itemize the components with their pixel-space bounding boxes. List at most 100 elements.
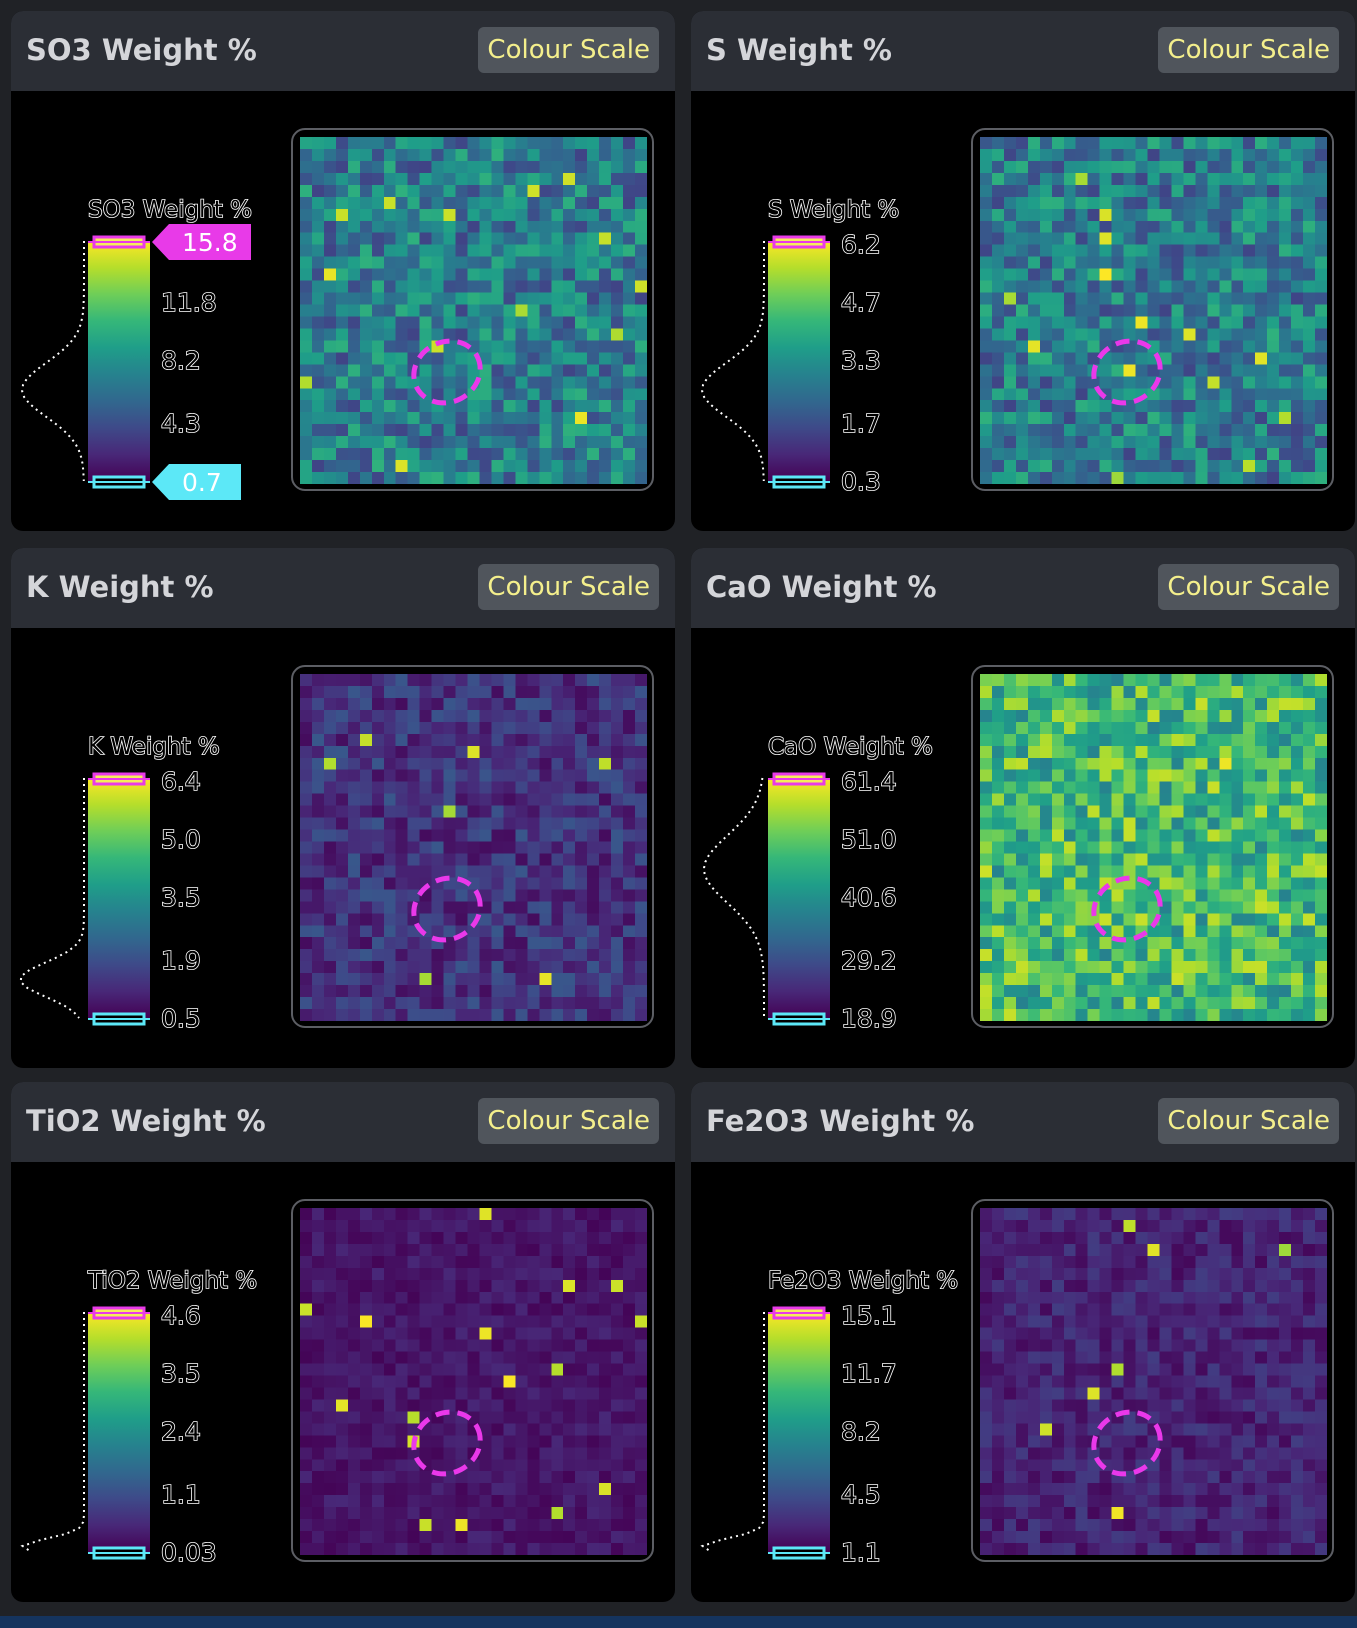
max-value-tag: 15.8: [152, 224, 251, 260]
colour-scale-legend[interactable]: Fe2O3 Weight % 15.1 11.7 8.2 4.5 1.1: [691, 1162, 971, 1602]
panel-header: CaO Weight % Colour Scale: [691, 548, 1355, 628]
colour-scale-legend[interactable]: K Weight % 6.4 5.0 3.5 1.9 0.5: [11, 628, 291, 1068]
element-map-image: [980, 674, 1327, 1021]
histogram-outline: [21, 241, 85, 482]
colour-bar: [88, 1312, 150, 1552]
max-range-handle[interactable]: [768, 1306, 830, 1320]
colour-scale-button[interactable]: Colour Scale: [478, 564, 659, 610]
colour-scale-title: CaO Weight %: [768, 734, 933, 760]
panel-header: Fe2O3 Weight % Colour Scale: [691, 1082, 1355, 1162]
colour-scale-button[interactable]: Colour Scale: [1158, 27, 1339, 73]
element-map[interactable]: [291, 665, 654, 1028]
colour-scale-tick-label: 8.2: [841, 1417, 881, 1446]
panel-title: TiO2 Weight %: [26, 1104, 266, 1138]
colour-bar: [768, 1312, 830, 1552]
panel-title: Fe2O3 Weight %: [706, 1104, 975, 1138]
element-map-image: [300, 674, 647, 1021]
map-panel-fe2o3: Fe2O3 Weight % Colour Scale Fe2O3 Weight…: [691, 1082, 1355, 1602]
min-range-handle[interactable]: [768, 1546, 830, 1560]
min-range-handle[interactable]: [88, 1546, 150, 1560]
panel-title: CaO Weight %: [706, 570, 937, 604]
colour-scale-tick-label: 0.3: [841, 467, 881, 496]
element-map[interactable]: [291, 1199, 654, 1562]
max-range-handle[interactable]: [768, 235, 830, 249]
colour-scale-tick-label: 1.1: [841, 1538, 881, 1567]
colour-scale-tick-label: 61.4: [841, 767, 897, 796]
panel-header: TiO2 Weight % Colour Scale: [11, 1082, 675, 1162]
colour-scale-tick-label: 4.5: [841, 1480, 881, 1509]
min-range-handle[interactable]: [768, 1012, 830, 1026]
colour-scale-tick-label: 3.3: [841, 346, 881, 375]
panel-header: K Weight % Colour Scale: [11, 548, 675, 628]
colour-scale-button[interactable]: Colour Scale: [478, 1098, 659, 1144]
histogram-outline: [20, 1312, 85, 1553]
element-map[interactable]: [971, 128, 1334, 491]
colour-bar: [768, 241, 830, 481]
colour-scale-button[interactable]: Colour Scale: [478, 27, 659, 73]
element-map-image: [980, 137, 1327, 484]
colour-scale-tick-label: 51.0: [841, 825, 897, 854]
min-value-tag: 0.7: [152, 464, 241, 500]
colour-scale-legend[interactable]: TiO2 Weight % 4.6 3.5 2.4 1.1 0.03: [11, 1162, 291, 1602]
histogram-outline: [702, 777, 765, 1018]
bottom-status-strip: [0, 1616, 1357, 1628]
element-map[interactable]: [291, 128, 654, 491]
colour-scale-tick-label: 8.2: [161, 346, 201, 375]
max-value-label: 15.8: [182, 228, 238, 257]
colour-scale-title: SO3 Weight %: [88, 197, 252, 223]
colour-bar: [88, 241, 150, 481]
colour-scale-tick-label: 1.7: [841, 409, 881, 438]
colour-scale-tick-label: 29.2: [841, 946, 897, 975]
panel-title: S Weight %: [706, 33, 892, 67]
map-panel-s: S Weight % Colour Scale S Weight % 6.2 4.7…: [691, 11, 1355, 531]
colour-scale-tick-label: 18.9: [841, 1004, 897, 1033]
colour-scale-legend[interactable]: S Weight % 6.2 4.7 3.3 1.7 0.3: [691, 91, 971, 531]
map-panel-so3: SO3 Weight % Colour Scale SO3 Weight % 15…: [11, 11, 675, 531]
panel-title: K Weight %: [26, 570, 214, 604]
element-map[interactable]: [971, 665, 1334, 1028]
max-range-handle[interactable]: [88, 772, 150, 786]
min-range-handle[interactable]: [88, 1012, 150, 1026]
colour-scale-title: K Weight %: [88, 734, 220, 760]
colour-scale-tick-label: 0.03: [161, 1538, 217, 1567]
colour-scale-tick-label: 2.4: [161, 1417, 201, 1446]
colour-scale-legend[interactable]: SO3 Weight %15.811.88.24.30.715.80.7: [11, 91, 291, 531]
colour-scale-tick-label: 0.5: [161, 1004, 201, 1033]
colour-scale-button[interactable]: Colour Scale: [1158, 1098, 1339, 1144]
min-value-label: 0.7: [182, 468, 222, 497]
colour-scale-tick-label: 6.4: [161, 767, 201, 796]
colour-scale-legend[interactable]: CaO Weight % 61.4 51.0 40.6 29.2 18.9: [691, 628, 971, 1068]
min-range-handle[interactable]: [88, 475, 150, 489]
max-range-handle[interactable]: [88, 1306, 150, 1320]
element-map-image: [980, 1208, 1327, 1555]
colour-scale-tick-label: 5.0: [161, 825, 201, 854]
panel-header: SO3 Weight % Colour Scale: [11, 11, 675, 91]
histogram-outline: [701, 241, 765, 482]
panel-header: S Weight % Colour Scale: [691, 11, 1355, 91]
colour-scale-tick-label: 3.5: [161, 883, 201, 912]
colour-scale-tick-label: 6.2: [841, 230, 881, 259]
colour-scale-title: TiO2 Weight %: [87, 1268, 257, 1294]
colour-scale-tick-label: 4.3: [161, 409, 201, 438]
colour-scale-tick-label: 3.5: [161, 1359, 201, 1388]
histogram-outline: [19, 778, 85, 1019]
colour-scale-tick-label: 40.6: [841, 883, 897, 912]
colour-scale-title: S Weight %: [768, 197, 899, 223]
panel-title: SO3 Weight %: [26, 33, 257, 67]
max-range-handle[interactable]: [768, 772, 830, 786]
map-panel-tio2: TiO2 Weight % Colour Scale TiO2 Weight %…: [11, 1082, 675, 1602]
max-range-handle[interactable]: [88, 235, 150, 249]
colour-scale-tick-label: 11.7: [841, 1359, 897, 1388]
element-map[interactable]: [971, 1199, 1334, 1562]
colour-scale-title: Fe2O3 Weight %: [768, 1268, 958, 1294]
element-map-image: [300, 1208, 647, 1555]
min-range-handle[interactable]: [768, 475, 830, 489]
colour-scale-tick-label: 1.9: [161, 946, 201, 975]
colour-scale-tick-label: 1.1: [161, 1480, 201, 1509]
colour-scale-tick-label: 11.8: [161, 288, 217, 317]
element-map-image: [300, 137, 647, 484]
colour-bar: [88, 778, 150, 1018]
colour-scale-button[interactable]: Colour Scale: [1158, 564, 1339, 610]
map-panel-k: K Weight % Colour Scale K Weight % 6.4 5.0…: [11, 548, 675, 1068]
map-panel-cao: CaO Weight % Colour Scale CaO Weight % 61…: [691, 548, 1355, 1068]
